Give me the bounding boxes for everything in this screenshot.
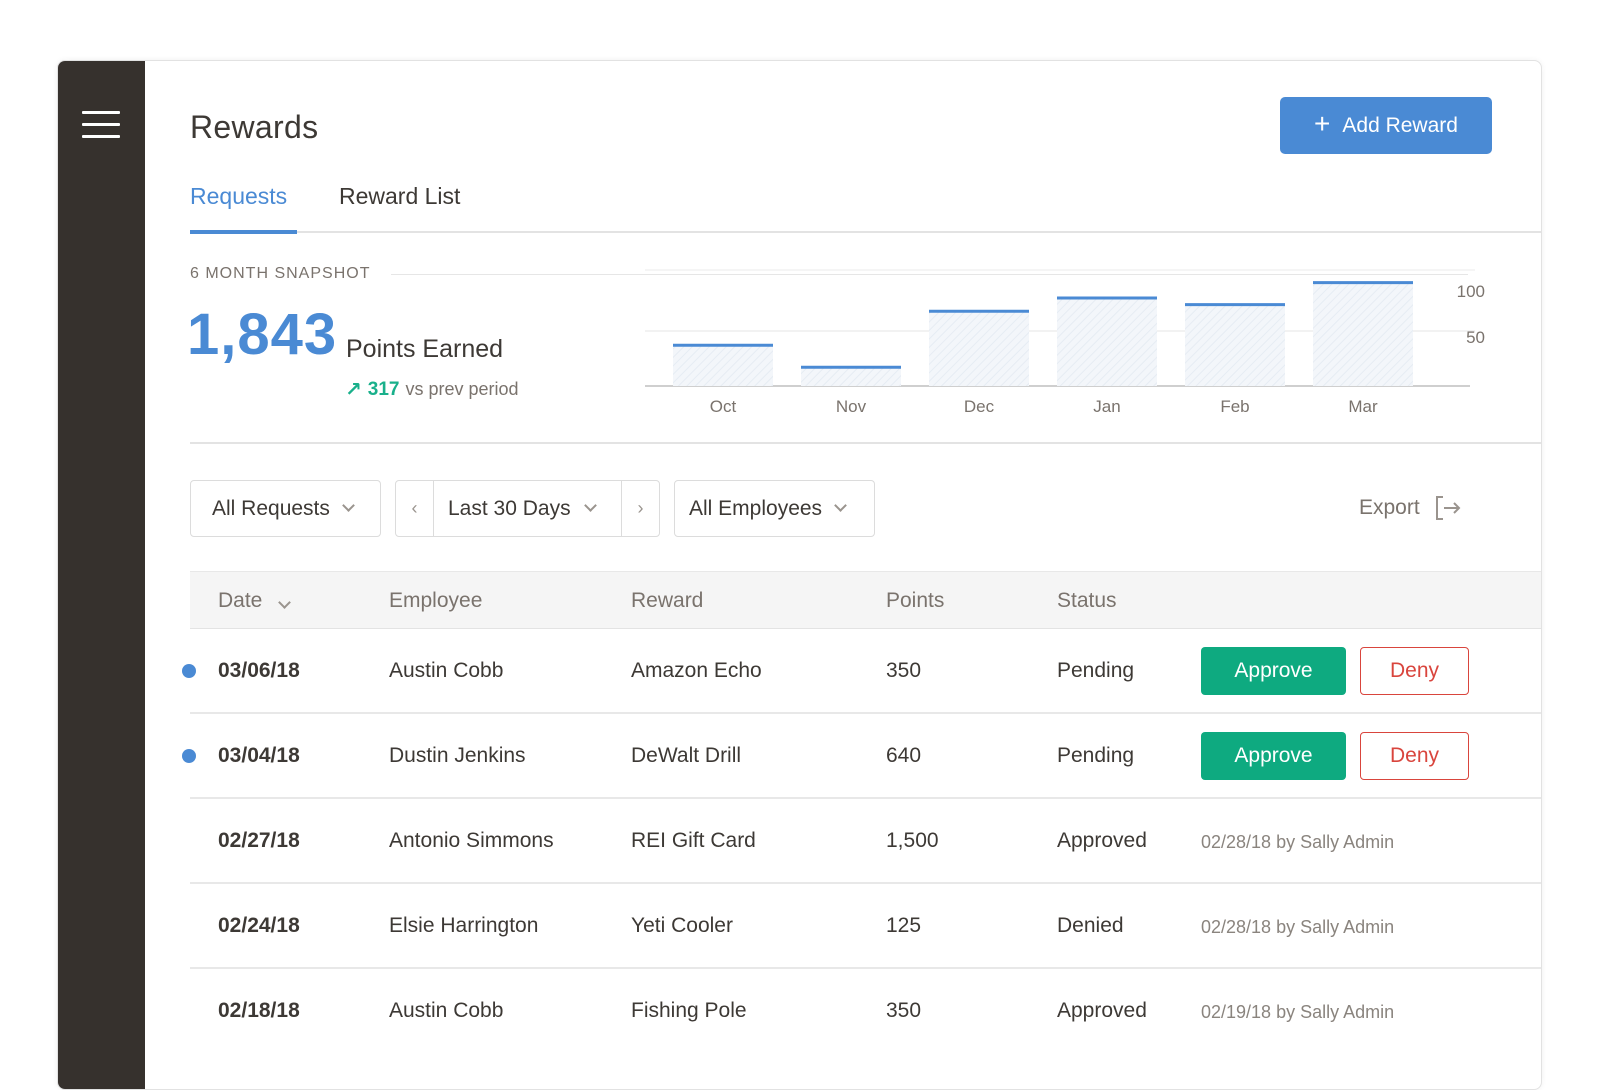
main-content: Rewards + Add Reward Requests Reward Lis… [145,61,1541,1089]
hamburger-menu-icon[interactable] [82,111,120,139]
tab-bar: Requests Reward List [190,179,1541,234]
row-employee: Dustin Jenkins [389,744,526,767]
snapshot-divider [391,274,1468,275]
row-reward: REI Gift Card [631,829,756,852]
chart-bar [1057,298,1157,386]
chart-y-tick-label: 100 [1457,282,1485,301]
date-range-dropdown[interactable]: Last 30 Days [434,497,621,521]
export-button[interactable]: Export [1359,494,1462,522]
add-reward-button[interactable]: + Add Reward [1280,97,1492,154]
chevron-down-icon [278,596,292,609]
row-date: 02/18/18 [218,999,300,1022]
row-date: 03/04/18 [218,744,300,767]
row-review-note: 02/28/18 by Sally Admin [1201,832,1395,852]
tab-requests[interactable]: Requests [190,179,297,234]
row-reward: DeWalt Drill [631,744,742,767]
table-row: 02/18/18 Austin Cobb Fishing Pole 350 Ap… [190,969,1541,1054]
app-window: Rewards + Add Reward Requests Reward Lis… [57,60,1542,1090]
export-label: Export [1359,496,1420,519]
chart-x-tick-label: Mar [1348,397,1378,416]
row-status: Denied [1057,914,1124,937]
page-title: Rewards [190,109,319,145]
chevron-down-icon [583,499,597,512]
row-points: 125 [886,914,922,937]
sidebar [58,61,145,1089]
chart-bar [673,345,773,386]
column-header-employee: Employee [389,589,483,612]
row-reward: Fishing Pole [631,999,747,1022]
row-employee: Elsie Harrington [389,914,539,937]
row-employee: Austin Cobb [389,659,504,682]
chart-bar [801,367,901,386]
row-date: 03/06/18 [218,659,300,682]
snapshot-label: 6 MONTH SNAPSHOT [190,265,371,282]
row-employee: Austin Cobb [389,999,504,1022]
table-row: 03/06/18 Austin Cobb Amazon Echo 350 Pen… [182,629,1541,714]
row-reward: Yeti Cooler [631,914,733,937]
approve-button[interactable]: Approve [1201,647,1346,695]
plus-icon: + [1314,108,1331,139]
trend-up-arrow-icon: ↗ [345,379,362,401]
table-row: 02/27/18 Antonio Simmons REI Gift Card 1… [190,799,1541,884]
chart-x-tick-label: Oct [710,397,737,416]
delta-caption: vs prev period [405,379,519,399]
chart-bar [929,311,1029,386]
column-header-date-label: Date [218,589,263,612]
delta-value: 317 [367,378,400,400]
add-reward-label: Add Reward [1342,113,1458,137]
row-review-note: 02/28/18 by Sally Admin [1201,917,1395,937]
chart-x-tick-label: Feb [1220,397,1249,416]
row-status: Approved [1057,829,1147,852]
section-divider [190,442,1541,444]
table-header: Date Employee Reward Points Status [190,571,1541,629]
chart-x-tick-label: Nov [836,397,867,416]
chart-bar [1185,304,1285,386]
requests-filter-dropdown[interactable]: All Requests [190,480,381,537]
chevron-down-icon [342,499,355,512]
new-request-indicator [182,664,196,678]
approve-button[interactable]: Approve [1201,732,1346,780]
deny-button[interactable]: Deny [1360,647,1469,695]
column-header-reward: Reward [631,589,704,612]
chevron-left-icon[interactable]: ‹ [396,481,434,536]
column-header-date[interactable]: Date [218,589,292,613]
export-icon [1435,496,1461,520]
chart-y-tick-label: 50 [1466,328,1485,347]
snapshot-bar-chart: 50 100 Oct Nov Dec Jan Feb Mar [645,269,1485,416]
table-row: 02/24/18 Elsie Harrington Yeti Cooler 12… [190,884,1541,969]
row-points: 640 [886,744,922,767]
row-status: Pending [1057,659,1135,682]
requests-filter-label: All Requests [212,496,330,520]
row-date: 02/24/18 [218,914,300,937]
row-review-note: 02/19/18 by Sally Admin [1201,1002,1395,1022]
chevron-right-icon[interactable]: › [621,481,659,536]
row-status: Approved [1057,999,1147,1022]
row-status: Pending [1057,744,1135,767]
new-request-indicator [182,749,196,763]
column-header-status: Status [1057,589,1117,612]
tab-reward-list[interactable]: Reward List [339,183,461,209]
column-header-points: Points [886,589,945,612]
total-points: 1,843 [187,302,338,367]
points-caption: Points Earned [346,335,504,363]
chevron-down-icon [834,499,847,512]
deny-button[interactable]: Deny [1360,732,1469,780]
row-points: 350 [886,999,922,1022]
row-reward: Amazon Echo [631,659,762,682]
chart-x-tick-label: Jan [1093,397,1120,416]
table-row: 03/04/18 Dustin Jenkins DeWalt Drill 640… [182,714,1541,799]
chart-bar [1313,282,1413,386]
points-delta: ↗ 317 vs prev period [345,377,519,402]
chart-x-tick-label: Dec [964,397,995,416]
row-points: 350 [886,659,922,682]
row-points: 1,500 [886,829,939,852]
row-employee: Antonio Simmons [389,829,554,852]
date-range-label: Last 30 Days [448,496,571,520]
row-date: 02/27/18 [218,829,300,852]
employees-filter-dropdown[interactable]: All Employees [674,480,875,537]
employees-filter-label: All Employees [689,496,823,520]
date-range-filter: ‹ Last 30 Days › [395,480,660,537]
